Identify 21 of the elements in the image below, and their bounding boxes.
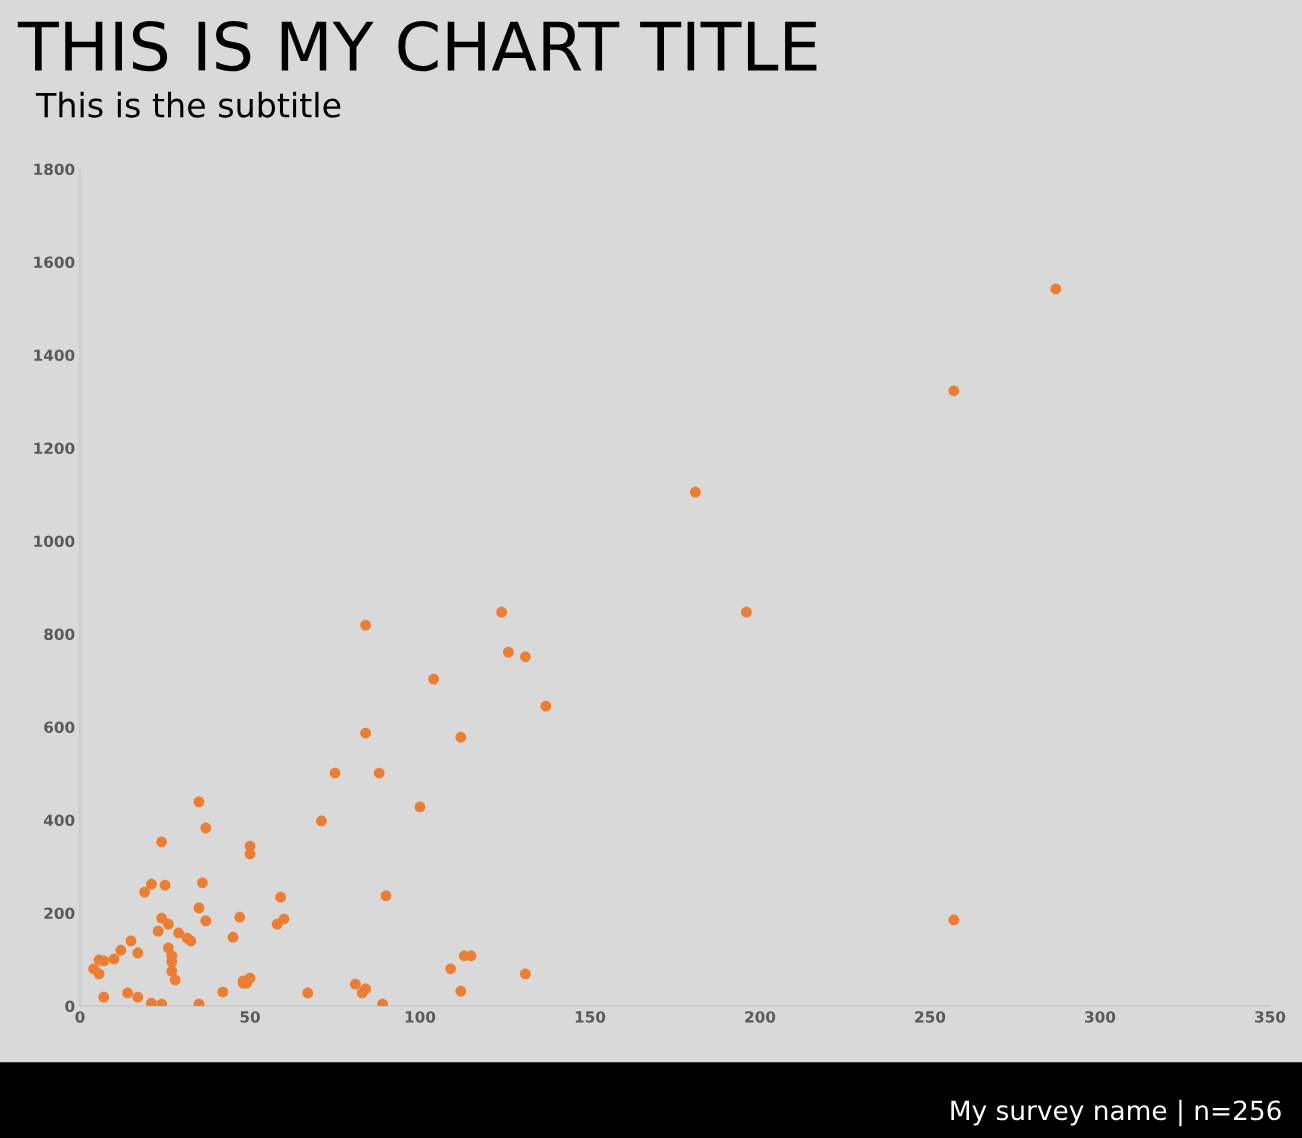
y-tick-label: 1400 xyxy=(34,349,75,362)
y-tick-label: 1800 xyxy=(34,163,75,176)
chart-subtitle: This is the subtitle xyxy=(35,91,341,118)
x-tick-label: 200 xyxy=(745,1011,776,1023)
text: My survey name | n=256 xyxy=(951,1099,1281,1127)
y-tick-label: 600 xyxy=(44,721,75,734)
x-tick-label: 50 xyxy=(240,1011,260,1023)
x-tick-label: 300 xyxy=(1085,1011,1116,1023)
y-tick-label: 1200 xyxy=(34,442,75,455)
y-tick-label: 400 xyxy=(43,814,75,827)
x-tick-label: 100 xyxy=(405,1011,436,1023)
x-tick-label: 250 xyxy=(915,1011,946,1023)
y-tick-label: 0 xyxy=(65,1000,75,1013)
y-tick-label: 800 xyxy=(44,628,75,641)
y-tick-label: 1000 xyxy=(34,535,75,548)
chart-title: THIS IS MY CHART TITLE xyxy=(17,20,817,72)
y-tick-label: 1600 xyxy=(34,256,75,269)
x-tick-label: 150 xyxy=(575,1011,606,1023)
y-tick-label: 200 xyxy=(44,907,75,920)
x-tick-label: 0 xyxy=(75,1011,85,1023)
x-tick-label: 350 xyxy=(1255,1011,1286,1023)
